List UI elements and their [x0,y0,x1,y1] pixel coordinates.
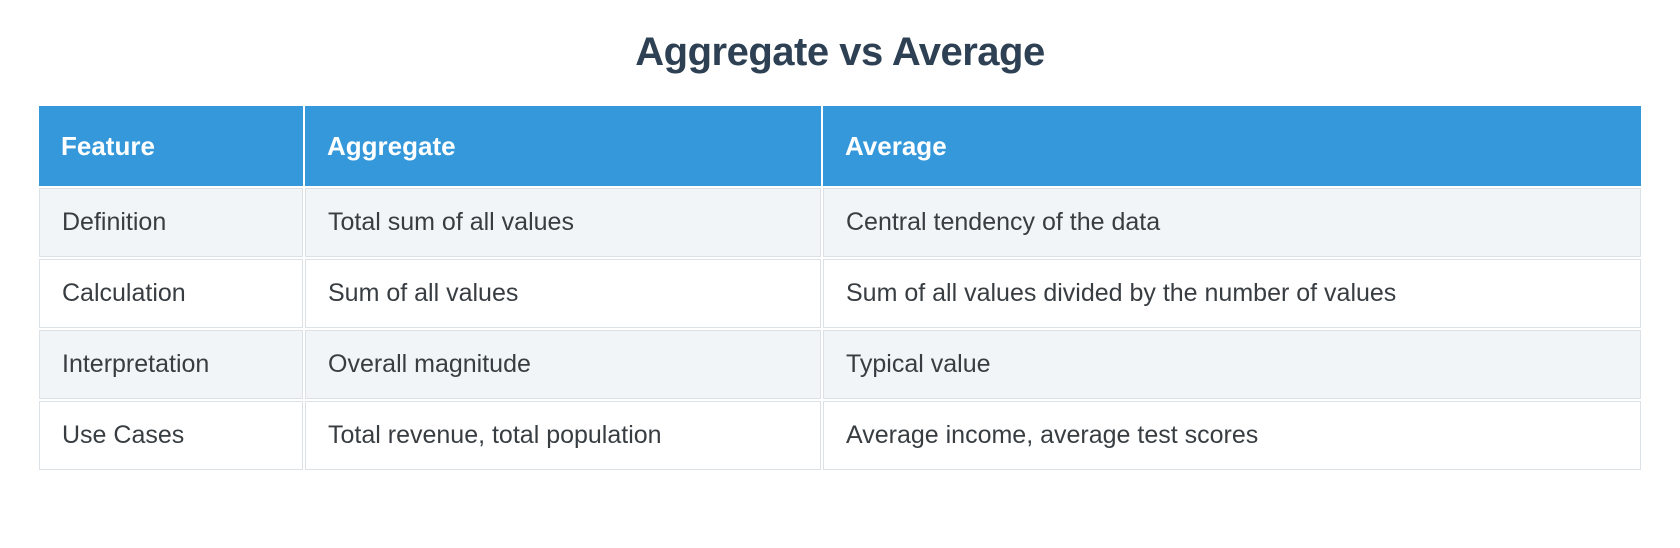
table-row-definition: Definition Total sum of all values Centr… [39,188,1641,257]
cell-aggregate: Total sum of all values [305,188,821,257]
cell-feature: Definition [39,188,303,257]
cell-aggregate: Total revenue, total population [305,401,821,470]
table-row-use-cases: Use Cases Total revenue, total populatio… [39,401,1641,470]
cell-aggregate: Sum of all values [305,259,821,328]
table-body: Definition Total sum of all values Centr… [39,188,1641,470]
cell-average: Central tendency of the data [823,188,1641,257]
table-row-interpretation: Interpretation Overall magnitude Typical… [39,330,1641,399]
column-header-average: Average [823,106,1641,186]
table-header: Feature Aggregate Average [39,106,1641,186]
cell-average: Average income, average test scores [823,401,1641,470]
cell-feature: Calculation [39,259,303,328]
cell-average: Sum of all values divided by the number … [823,259,1641,328]
cell-feature: Use Cases [39,401,303,470]
page: Aggregate vs Average Feature Aggregate A… [0,26,1680,548]
column-header-feature: Feature [39,106,303,186]
cell-aggregate: Overall magnitude [305,330,821,399]
column-header-aggregate: Aggregate [305,106,821,186]
header-row: Feature Aggregate Average [39,106,1641,186]
page-title: Aggregate vs Average [635,30,1045,74]
cell-feature: Interpretation [39,330,303,399]
cell-average: Typical value [823,330,1641,399]
comparison-table: Feature Aggregate Average Definition Tot… [37,104,1643,472]
table-row-calculation: Calculation Sum of all values Sum of all… [39,259,1641,328]
